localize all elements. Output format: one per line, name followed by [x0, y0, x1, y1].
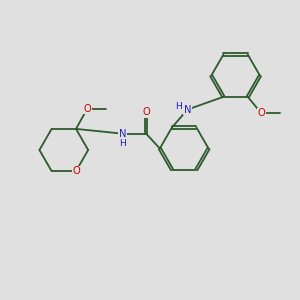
Text: O: O: [72, 166, 80, 176]
Text: H: H: [119, 139, 126, 148]
Text: N: N: [118, 129, 126, 139]
Text: O: O: [83, 104, 91, 114]
Text: N: N: [184, 105, 191, 115]
Text: H: H: [175, 102, 182, 111]
Text: O: O: [142, 107, 150, 117]
Text: O: O: [257, 108, 265, 118]
